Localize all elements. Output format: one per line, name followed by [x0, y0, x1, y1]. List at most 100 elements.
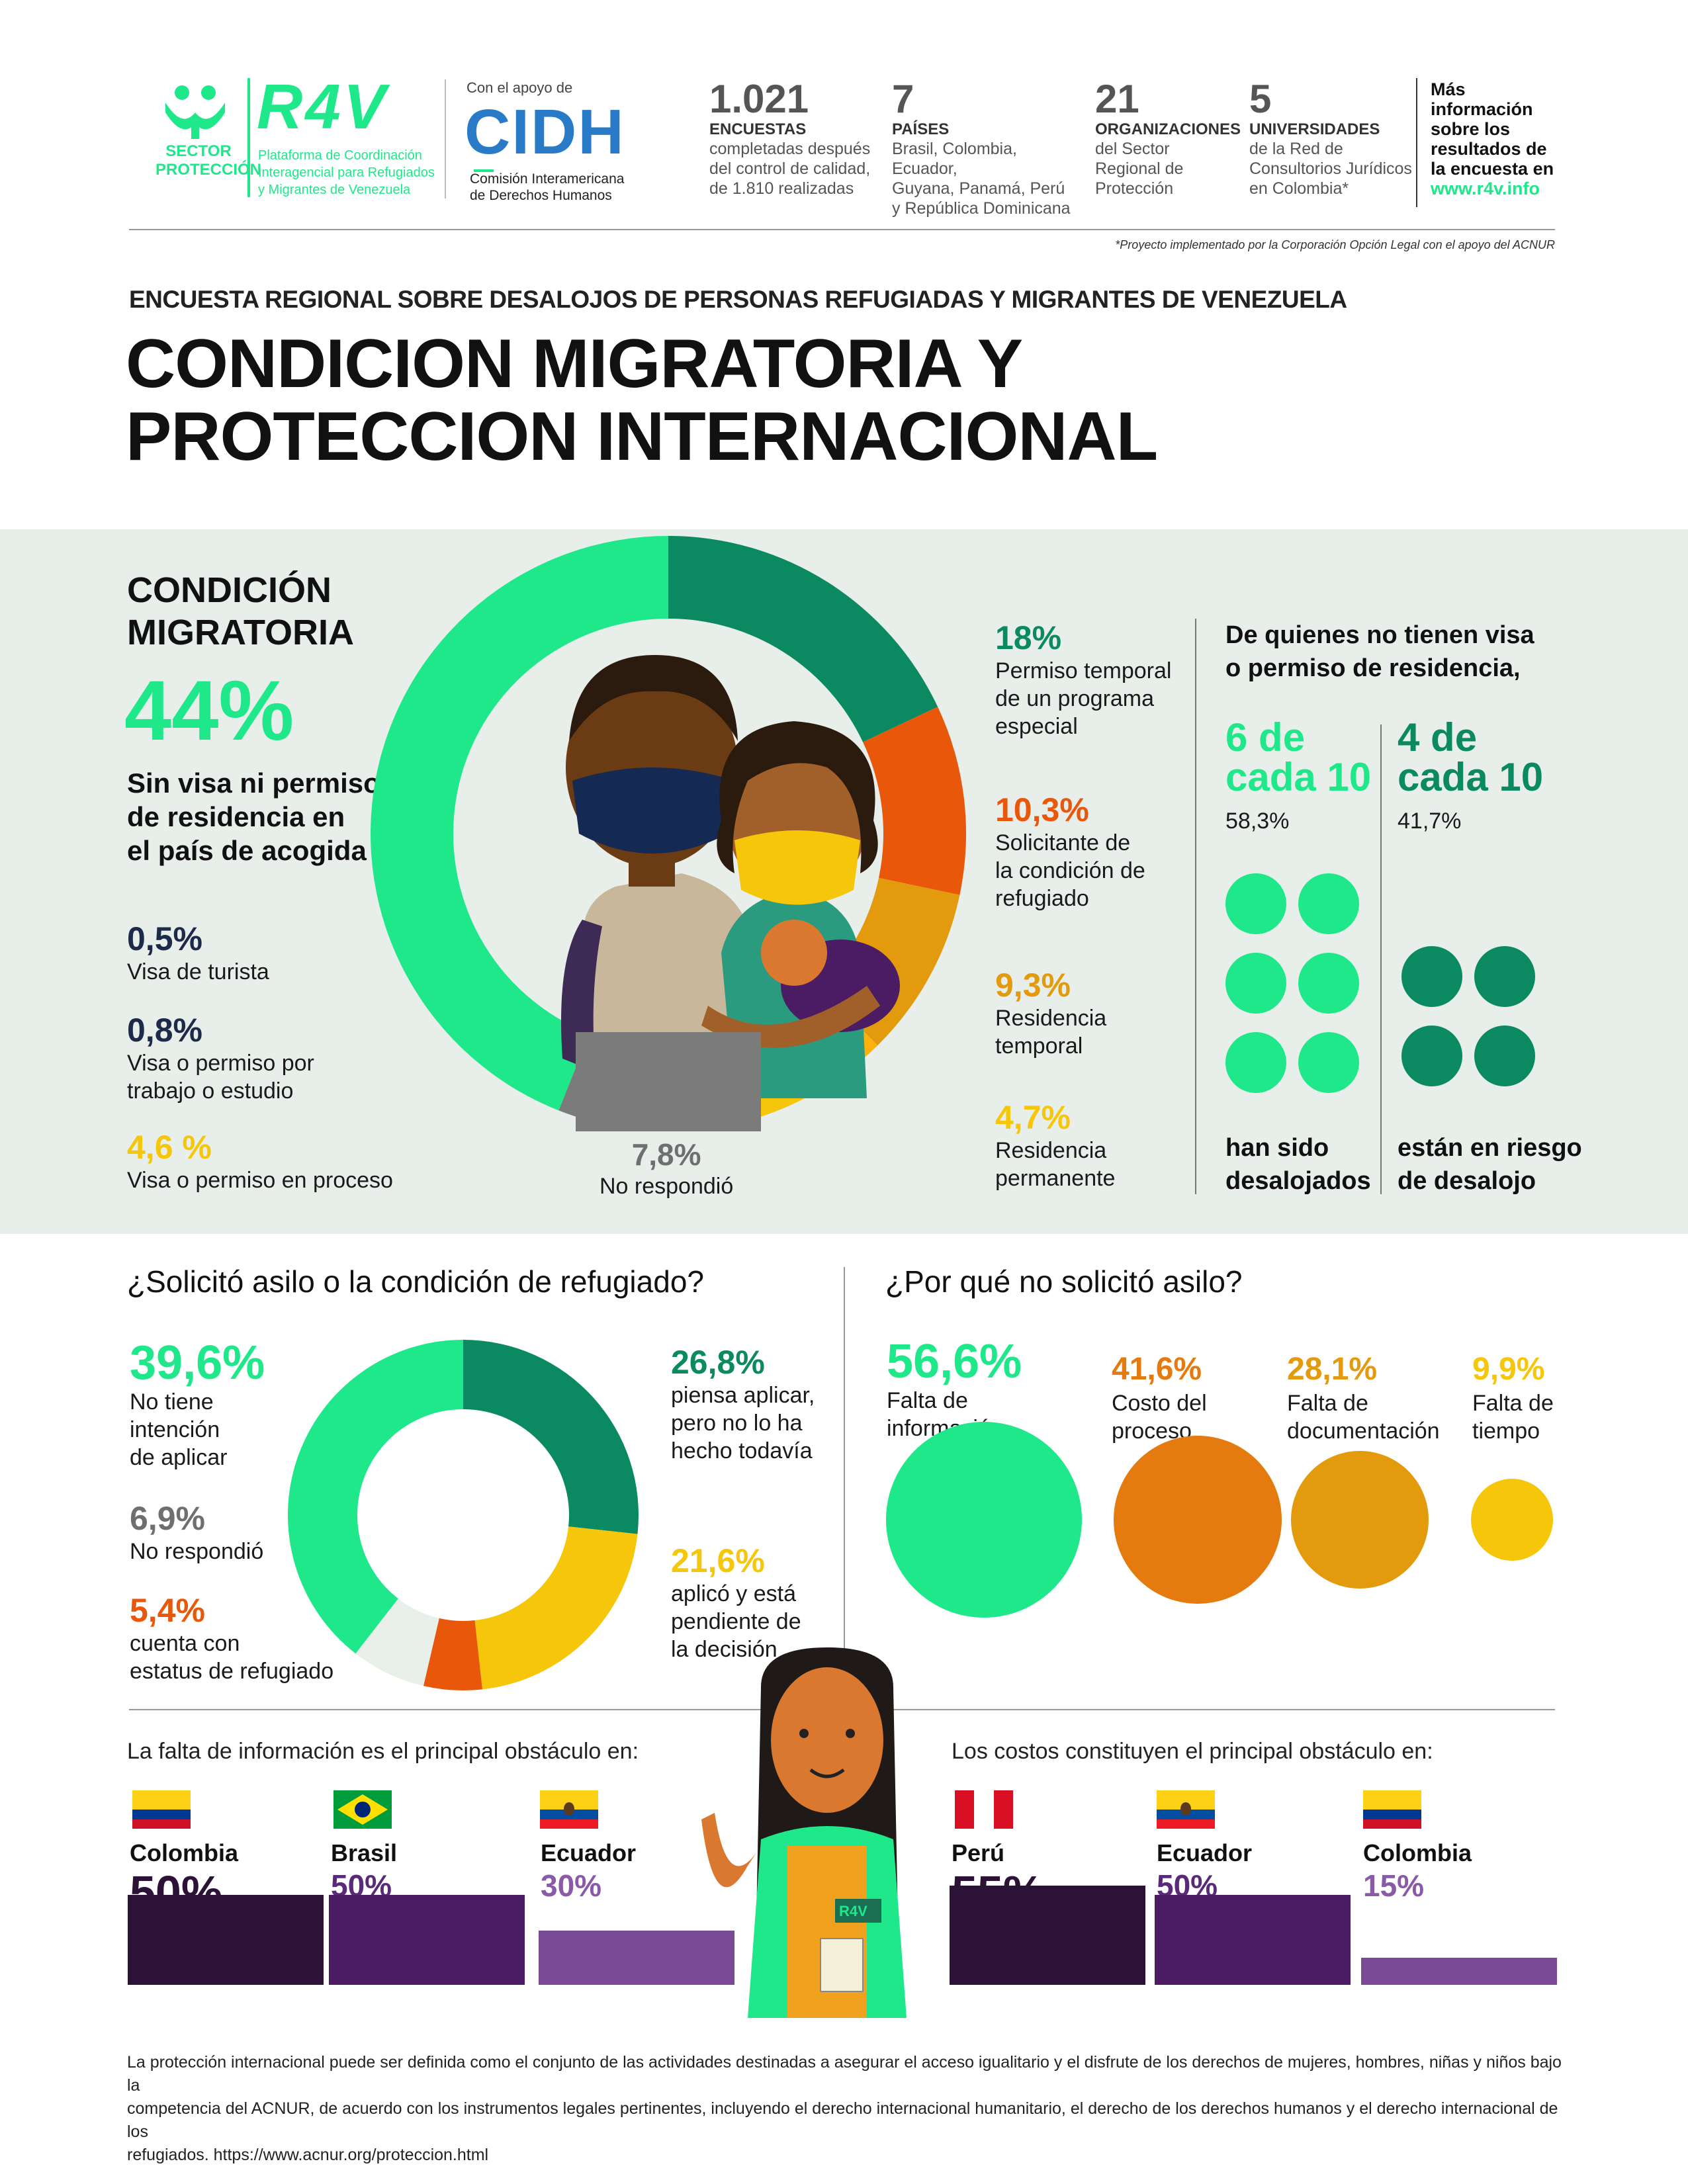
info-obstacle-bar [539, 1931, 734, 1985]
item-label: Residencia [995, 1138, 1107, 1163]
why-label: Costo del [1112, 1391, 1207, 1416]
evicted-dot [1225, 873, 1286, 934]
item-visa-turista: 0,5% Visa de turista [127, 920, 269, 986]
stat-line: Consultorios Jurídicos [1249, 159, 1412, 178]
item-label: intención [130, 1417, 220, 1442]
ecuador-flag-icon [540, 1790, 598, 1829]
risk-dot [1474, 1026, 1535, 1086]
asylum-divider [844, 1267, 845, 1664]
item-label: piensa aplicar, [671, 1383, 815, 1408]
man-pants [576, 1032, 761, 1131]
why-heading: ¿Por qué no solicitó asilo? [885, 1264, 1243, 1299]
donut-segment [288, 1340, 463, 1654]
condicion-heading: CONDICIÓN MIGRATORIA [127, 569, 354, 654]
info-obstacle-heading: La falta de información es el principal … [127, 1739, 639, 1764]
item-pct: 7,8% [631, 1137, 701, 1172]
footer-line: refugiados. https://www.acnur.org/protec… [127, 2146, 489, 2164]
volunteer-illustration: R4V [701, 1647, 907, 2018]
cost-obstacle-pct: 15% [1363, 1868, 1425, 1903]
six-label-1: han sido [1225, 1134, 1329, 1162]
evicted-dot [1298, 873, 1359, 934]
why-pct: 9,9% [1472, 1352, 1545, 1387]
stat-number: 5 [1249, 77, 1272, 121]
why-bubble [1290, 1450, 1429, 1589]
logo-divider [247, 78, 250, 197]
volunteer-badge [835, 1899, 881, 1923]
stat-line: Brasil, Colombia, Ecuador, [892, 140, 1017, 178]
cost-obstacle-bar [950, 1886, 1145, 1985]
why-item: 41,6% Costo del proceso [1112, 1350, 1207, 1445]
asylum-no-response: 6,9% No respondió [130, 1499, 263, 1565]
more-info: Más información sobre los resultados de … [1431, 79, 1554, 198]
item-pct: 4,7% [995, 1099, 1071, 1136]
cost-obstacle-bar [1155, 1894, 1351, 1985]
item-label: especial [995, 714, 1078, 739]
risk-dot [1474, 946, 1535, 1007]
woman-hair [717, 721, 878, 873]
label-line: el país de acogida [127, 835, 367, 866]
why-pct: 41,6% [1112, 1352, 1202, 1387]
item-visa-proceso: 4,6 % Visa o permiso en proceso [127, 1128, 393, 1194]
item-label: temporal [995, 1033, 1083, 1059]
family-illustration [561, 655, 900, 1131]
why-bubble [1471, 1479, 1553, 1561]
item-pct: 26,8% [671, 1344, 765, 1381]
sector-proteccion-logo [162, 83, 232, 142]
main-percent-label: Sin visa ni permiso de residencia en el … [127, 766, 380, 867]
main-percent: 44% [124, 664, 294, 758]
donut-segment [423, 1618, 482, 1690]
info-obstacle-country: Ecuador [541, 1839, 637, 1866]
why-bubble [886, 1422, 1082, 1618]
stat-number: 1.021 [709, 77, 809, 121]
item-label: refugiado [995, 886, 1089, 911]
four-pct: 41,7% [1398, 808, 1462, 834]
stat-title: UNIVERSIDADES [1249, 120, 1380, 138]
item-pct: 9,3% [995, 967, 1071, 1004]
survey-title: ENCUESTA REGIONAL SOBRE DESALOJOS DE PER… [129, 286, 1347, 313]
asylum-has-status: 5,4% cuenta con estatus de refugiado [130, 1591, 333, 1685]
cidh-logo: CIDH [465, 97, 625, 167]
item-label: hecho todavía [671, 1438, 813, 1463]
item-label: cuenta con [130, 1631, 240, 1656]
item-pct: 0,5% [127, 920, 202, 957]
item-label: No respondió [130, 1539, 264, 1564]
r4v-logo: R4V [257, 71, 388, 142]
four-line-2: cada 10 [1398, 755, 1544, 799]
stat-line: y República Dominicana [892, 199, 1071, 218]
novisa-heading-1: De quienes no tienen visa [1225, 621, 1534, 649]
item-no-respondio: 7,8% No respondió [600, 1137, 733, 1200]
main-title: CONDICION MIGRATORIA Y PROTECCION INTERN… [126, 328, 1158, 473]
why-item: 56,6% Falta de información [887, 1336, 1022, 1442]
item-label: Solicitante de [995, 830, 1131, 855]
footer-line: competencia del ACNUR, de acuerdo con lo… [127, 2099, 1558, 2141]
donut-segment [371, 536, 668, 1111]
condicion-heading-1: CONDICIÓN [127, 570, 332, 610]
ecuador-flag-icon [1157, 1790, 1215, 1829]
item-label: Residencia [995, 1006, 1107, 1031]
novisa-divider-2 [1380, 724, 1382, 1194]
r4v-desc-1: Plataforma de Coordinación [258, 148, 422, 163]
four-label-2: de desalojo [1398, 1167, 1536, 1195]
proteccion-label: PROTECCIÓN [155, 161, 262, 179]
evicted-dot [1225, 953, 1286, 1014]
six-line-2: cada 10 [1225, 755, 1372, 799]
baby-head [761, 920, 827, 986]
stat-line: Guyana, Panamá, Perú [892, 179, 1065, 198]
why-label: documentación [1287, 1419, 1440, 1444]
evicted-dot [1225, 1032, 1286, 1093]
six-label-2: desalojados [1225, 1167, 1371, 1195]
stat-title: ORGANIZACIONES [1095, 120, 1241, 138]
why-item: 9,9% Falta de tiempo [1472, 1350, 1554, 1445]
volunteer-arm [701, 1813, 761, 1888]
novisa-heading-2: o permiso de residencia, [1225, 654, 1521, 682]
more-info-link[interactable]: www.r4v.info [1431, 179, 1540, 198]
item-label: trabajo o estudio [127, 1078, 294, 1104]
why-label: tiempo [1472, 1419, 1540, 1444]
cidh-accent [474, 169, 494, 172]
asylum-plans: 26,8% piensa aplicar, pero no lo ha hech… [671, 1343, 815, 1465]
why-label: Falta de [1287, 1391, 1368, 1416]
donut-segment [863, 707, 966, 895]
donut-segment [463, 1340, 639, 1534]
stat-line: en Colombia* [1249, 179, 1349, 198]
stat-line: del Sector [1095, 140, 1170, 158]
